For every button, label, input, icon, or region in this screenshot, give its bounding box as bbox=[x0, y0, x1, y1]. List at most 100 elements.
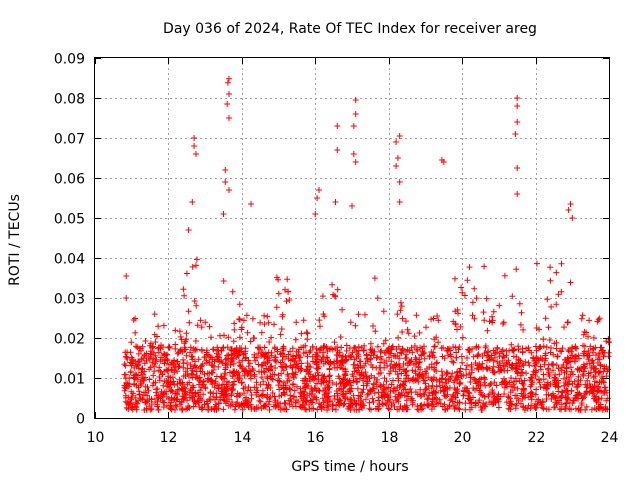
data-point bbox=[409, 367, 416, 374]
data-point bbox=[562, 387, 569, 394]
data-point bbox=[581, 348, 588, 355]
data-point bbox=[537, 344, 544, 351]
data-point bbox=[318, 403, 325, 410]
data-point bbox=[292, 399, 299, 406]
data-point bbox=[542, 355, 549, 362]
data-point bbox=[483, 401, 489, 408]
data-point bbox=[249, 365, 256, 372]
data-point bbox=[532, 343, 539, 350]
data-point bbox=[431, 354, 438, 361]
data-point bbox=[563, 399, 570, 406]
data-point bbox=[399, 329, 406, 335]
data-point bbox=[572, 358, 578, 365]
x-tick-label: 10 bbox=[87, 430, 105, 446]
data-point bbox=[248, 201, 254, 207]
data-point bbox=[349, 349, 356, 356]
data-point bbox=[145, 387, 152, 394]
data-point bbox=[516, 377, 523, 384]
data-point bbox=[123, 354, 130, 361]
data-point bbox=[333, 352, 340, 358]
y-tick-label: 0 bbox=[76, 412, 85, 428]
data-point bbox=[242, 367, 249, 373]
data-point bbox=[260, 378, 267, 385]
y-tick-label: 0.09 bbox=[54, 52, 85, 68]
y-axis-label: ROTI / TECUs bbox=[7, 194, 23, 286]
data-point bbox=[191, 143, 198, 149]
data-point bbox=[484, 365, 491, 372]
data-point bbox=[221, 332, 227, 339]
data-point bbox=[251, 405, 258, 412]
data-point bbox=[206, 396, 213, 403]
data-point bbox=[496, 302, 503, 309]
data-point bbox=[142, 338, 149, 344]
data-point bbox=[583, 329, 590, 336]
data-point bbox=[596, 315, 603, 322]
data-point bbox=[416, 356, 423, 363]
data-point bbox=[258, 362, 265, 369]
data-point bbox=[454, 326, 460, 333]
data-point bbox=[332, 199, 339, 205]
data-point bbox=[291, 387, 298, 394]
data-point bbox=[273, 304, 280, 311]
data-point bbox=[400, 366, 407, 373]
x-tick-label: 16 bbox=[307, 430, 325, 446]
data-point bbox=[275, 404, 282, 411]
data-point bbox=[396, 179, 403, 185]
data-point bbox=[135, 365, 142, 372]
data-point bbox=[380, 308, 387, 315]
data-point bbox=[471, 315, 478, 322]
data-point bbox=[185, 308, 192, 315]
data-point bbox=[304, 353, 311, 360]
data-point bbox=[151, 331, 158, 338]
data-point bbox=[163, 352, 170, 359]
data-point bbox=[550, 361, 556, 367]
data-point bbox=[501, 384, 508, 391]
data-point bbox=[255, 345, 262, 351]
data-point bbox=[387, 396, 394, 403]
data-point bbox=[374, 343, 381, 350]
data-point bbox=[358, 370, 365, 376]
data-point bbox=[516, 363, 523, 370]
data-point bbox=[238, 345, 245, 352]
data-point bbox=[230, 370, 237, 377]
data-point bbox=[468, 369, 475, 376]
data-point bbox=[584, 352, 591, 359]
data-point bbox=[501, 391, 508, 397]
data-point bbox=[435, 400, 442, 407]
data-point bbox=[362, 311, 368, 318]
data-point bbox=[284, 276, 291, 283]
data-point bbox=[280, 367, 287, 374]
data-point bbox=[191, 135, 198, 141]
data-point bbox=[231, 320, 238, 327]
data-point bbox=[578, 315, 585, 322]
data-point bbox=[195, 356, 202, 363]
data-point bbox=[363, 351, 370, 358]
data-point bbox=[512, 405, 519, 412]
data-point bbox=[273, 358, 280, 365]
data-point bbox=[124, 349, 131, 356]
data-point bbox=[495, 404, 502, 411]
data-point bbox=[491, 350, 498, 357]
data-point bbox=[395, 343, 402, 350]
data-point bbox=[141, 368, 148, 375]
data-point bbox=[393, 163, 400, 169]
data-point bbox=[443, 370, 450, 377]
data-point bbox=[408, 357, 415, 363]
data-point bbox=[201, 401, 208, 408]
data-point bbox=[369, 395, 376, 402]
data-point bbox=[128, 395, 135, 402]
data-point bbox=[189, 263, 196, 270]
data-point bbox=[440, 388, 447, 395]
data-point bbox=[191, 358, 198, 365]
data-point bbox=[452, 275, 458, 282]
data-point bbox=[525, 359, 532, 366]
data-point bbox=[351, 361, 358, 368]
data-point bbox=[337, 359, 344, 366]
data-point bbox=[388, 381, 395, 388]
data-point bbox=[397, 307, 404, 314]
x-tick-label: 20 bbox=[454, 430, 472, 446]
data-point bbox=[340, 401, 347, 408]
data-point bbox=[338, 385, 345, 392]
data-point bbox=[121, 361, 128, 368]
data-point bbox=[282, 363, 289, 370]
